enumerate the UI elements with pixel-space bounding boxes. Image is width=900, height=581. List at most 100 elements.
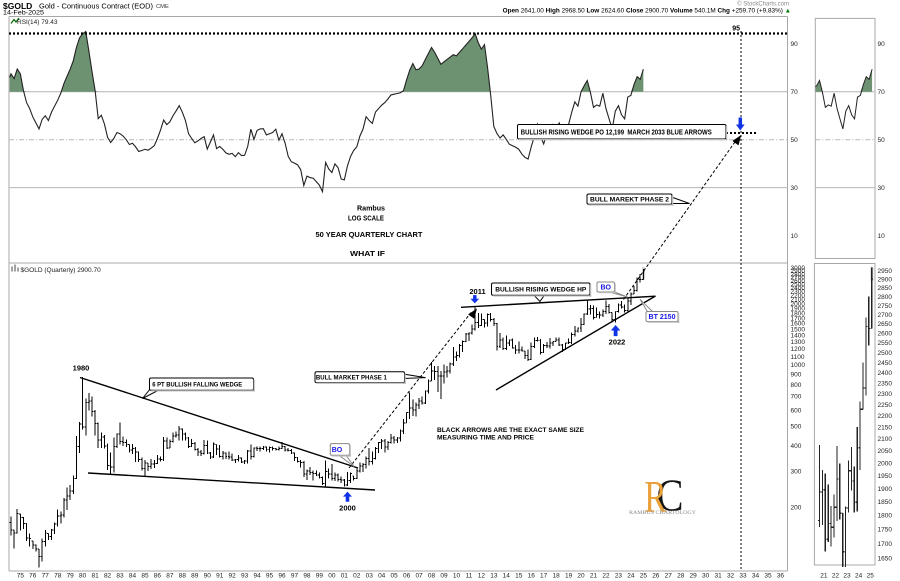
svg-text:24: 24: [855, 573, 863, 580]
svg-text:WHAT IF: WHAT IF: [350, 249, 385, 258]
svg-text:09: 09: [440, 573, 448, 580]
svg-text:70: 70: [791, 89, 799, 96]
svg-text:96: 96: [278, 573, 286, 580]
svg-text:79: 79: [67, 573, 75, 580]
svg-text:94: 94: [253, 573, 261, 580]
svg-text:36: 36: [777, 573, 785, 580]
svg-text:BT 2150: BT 2150: [649, 314, 676, 321]
svg-text:21: 21: [820, 573, 828, 580]
svg-text:2200: 2200: [791, 293, 806, 300]
svg-text:23: 23: [843, 573, 851, 580]
svg-text:18: 18: [553, 573, 561, 580]
svg-text:1100: 1100: [791, 354, 805, 361]
svg-text:R: R: [644, 471, 667, 522]
svg-text:12: 12: [478, 573, 486, 580]
svg-text:50 YEAR QUARTERLY CHART: 50 YEAR QUARTERLY CHART: [316, 230, 423, 239]
svg-text:2000: 2000: [791, 301, 806, 308]
svg-text:1900: 1900: [791, 306, 806, 313]
svg-text:95: 95: [266, 573, 274, 580]
svg-text:10: 10: [791, 233, 799, 240]
svg-text:2000: 2000: [878, 460, 893, 467]
svg-text:2100: 2100: [878, 436, 893, 443]
svg-text:15: 15: [515, 573, 523, 580]
svg-text:00: 00: [328, 573, 336, 580]
svg-text:BO: BO: [601, 285, 612, 292]
svg-text:$GOLD: $GOLD: [3, 1, 32, 11]
svg-text:BULL MARKET PHASE 1: BULL MARKET PHASE 1: [316, 375, 387, 382]
svg-text:2500: 2500: [878, 350, 893, 357]
svg-text:Rambus: Rambus: [357, 206, 385, 213]
svg-text:2400: 2400: [878, 370, 893, 377]
svg-text:87: 87: [166, 573, 174, 580]
svg-text:90: 90: [204, 573, 212, 580]
svg-text:90: 90: [878, 41, 886, 48]
svg-text:3000: 3000: [791, 265, 806, 272]
svg-text:300: 300: [791, 469, 802, 476]
svg-text:2700: 2700: [878, 312, 893, 319]
svg-text:27: 27: [665, 573, 673, 580]
svg-text:88: 88: [179, 573, 187, 580]
svg-text:77: 77: [42, 573, 50, 580]
svg-text:LOG SCALE: LOG SCALE: [348, 216, 384, 223]
svg-text:11: 11: [466, 573, 473, 580]
svg-text:22: 22: [602, 573, 610, 580]
svg-text:19: 19: [565, 573, 573, 580]
svg-text:2500: 2500: [791, 281, 806, 288]
svg-text:10: 10: [878, 233, 886, 240]
svg-text:07: 07: [415, 573, 423, 580]
svg-text:82: 82: [104, 573, 112, 580]
svg-text:2900: 2900: [791, 268, 806, 275]
svg-text:1600: 1600: [791, 321, 806, 328]
svg-text:97: 97: [291, 573, 299, 580]
svg-text:31: 31: [714, 573, 722, 580]
svg-text:C: C: [657, 472, 684, 521]
svg-text:28: 28: [677, 573, 685, 580]
svg-text:2000: 2000: [339, 504, 356, 513]
svg-text:Open 2641.00 High 2968.50 Low: Open 2641.00 High 2968.50 Low 2624.60 Cl…: [503, 8, 791, 15]
svg-text:25: 25: [640, 573, 648, 580]
svg-text:14-Feb-2025: 14-Feb-2025: [3, 10, 45, 17]
svg-text:84: 84: [129, 573, 137, 580]
svg-text:2011: 2011: [469, 287, 485, 296]
svg-text:20: 20: [577, 573, 585, 580]
svg-text:70: 70: [878, 89, 886, 96]
svg-text:1750: 1750: [878, 526, 893, 533]
svg-text:2800: 2800: [791, 271, 806, 278]
svg-text:02: 02: [353, 573, 361, 580]
svg-text:14: 14: [503, 573, 511, 580]
svg-text:1300: 1300: [791, 339, 806, 346]
svg-text:2900: 2900: [878, 276, 893, 283]
svg-text:1000: 1000: [791, 362, 806, 369]
svg-text:06: 06: [403, 573, 411, 580]
svg-text:83: 83: [116, 573, 124, 580]
svg-text:24: 24: [627, 573, 635, 580]
svg-text:BO: BO: [332, 447, 343, 454]
svg-text:2450: 2450: [878, 360, 893, 367]
svg-text:800: 800: [791, 382, 802, 389]
svg-text:2200: 2200: [878, 413, 893, 420]
svg-text:29: 29: [690, 573, 698, 580]
svg-text:33: 33: [739, 573, 747, 580]
svg-text:1700: 1700: [791, 315, 806, 322]
svg-text:1850: 1850: [878, 499, 893, 506]
svg-text:RAMBUS CHARTOLOGY: RAMBUS CHARTOLOGY: [629, 510, 696, 516]
svg-text:1650: 1650: [878, 556, 893, 563]
svg-text:32: 32: [727, 573, 735, 580]
svg-text:600: 600: [791, 407, 802, 414]
svg-text:2850: 2850: [878, 285, 893, 292]
svg-text:2650: 2650: [878, 321, 893, 328]
svg-text:17: 17: [540, 573, 548, 580]
svg-text:23: 23: [615, 573, 623, 580]
svg-text:© StockCharts.com: © StockCharts.com: [737, 1, 789, 8]
svg-text:700: 700: [791, 394, 802, 401]
svg-text:30: 30: [791, 185, 799, 192]
svg-text:95: 95: [732, 26, 740, 33]
svg-text:85: 85: [141, 573, 149, 580]
svg-text:03: 03: [366, 573, 374, 580]
svg-text:1900: 1900: [878, 486, 893, 493]
svg-text:16: 16: [528, 573, 536, 580]
svg-text:2100: 2100: [791, 297, 806, 304]
svg-text:1980: 1980: [73, 364, 90, 373]
svg-text:50: 50: [878, 137, 886, 144]
svg-text:35: 35: [764, 573, 772, 580]
